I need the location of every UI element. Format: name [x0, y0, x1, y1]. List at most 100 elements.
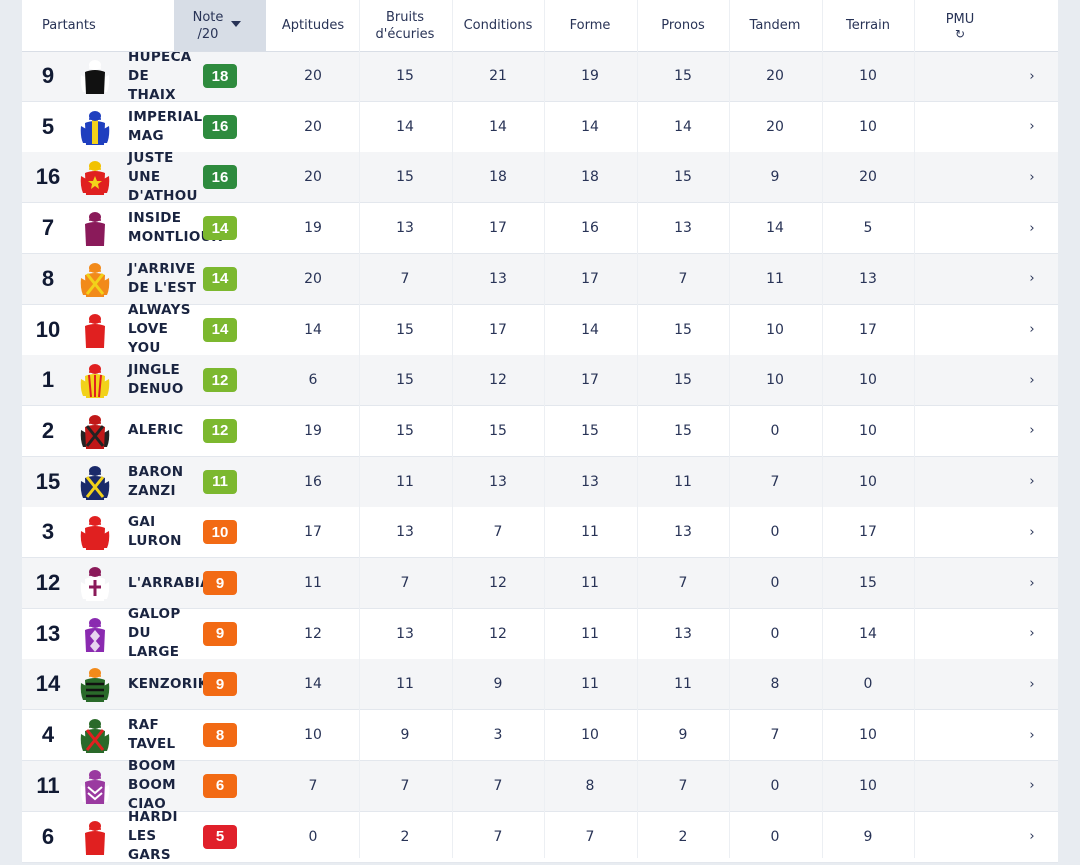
horse-name[interactable]: JUSTE UNE D'ATHOU: [128, 149, 198, 204]
score-forme: 10: [581, 727, 599, 744]
chevron-right-icon[interactable]: ›: [1029, 119, 1035, 135]
note-badge: 8: [203, 723, 237, 748]
table-row[interactable]: 3 GAI LURON 10 17 13 7 11 13 0 17 ›: [22, 507, 1058, 559]
score-pronos: 13: [674, 220, 692, 237]
horse-name[interactable]: L'ARRABIA: [128, 574, 211, 591]
header-bruits: Bruits d'écuries: [375, 9, 435, 42]
score-forme: 14: [581, 118, 599, 135]
score-conditions: 17: [489, 321, 507, 338]
chevron-right-icon[interactable]: ›: [1029, 676, 1035, 692]
score-aptitudes: 10: [304, 727, 322, 744]
horse-name[interactable]: IMPERIAL MAG: [128, 108, 203, 144]
horse-name[interactable]: ALERIC: [128, 422, 184, 439]
score-pronos: 15: [674, 169, 692, 186]
chevron-right-icon[interactable]: ›: [1029, 372, 1035, 388]
score-pronos: 11: [674, 676, 692, 693]
header-pmu[interactable]: PMU ↻: [945, 12, 975, 41]
chevron-right-icon[interactable]: ›: [1029, 829, 1035, 844]
horse-name[interactable]: INSIDE MONTLIOUX: [128, 210, 223, 246]
score-terrain: 9: [863, 828, 873, 845]
score-forme: 7: [585, 828, 595, 845]
table-row[interactable]: 15 BARON ZANZI 11 16 11 13 13 11 7 10 ›: [22, 456, 1058, 508]
table-row[interactable]: 11 BOOM BOOM CIAO 6 7 7 7 8 7 0 10 ›: [22, 758, 1058, 813]
chevron-right-icon[interactable]: ›: [1029, 474, 1035, 490]
horse-name[interactable]: HUPECA DE THAIX: [128, 48, 192, 103]
score-pronos: 11: [674, 473, 692, 490]
table-row[interactable]: 8 J'ARRIVE DE L'EST 14 20 7 13 17 7 11 13 ›: [22, 253, 1058, 305]
horse-name[interactable]: J'ARRIVE DE L'EST: [128, 260, 197, 296]
runner-number: 6: [41, 823, 55, 849]
score-conditions: 7: [493, 524, 503, 541]
score-forme: 15: [581, 422, 599, 439]
table-row[interactable]: 1 JINGLE DENUO 12 6 15 12 17 15 10 10 ›: [22, 355, 1058, 407]
chevron-right-icon[interactable]: ›: [1029, 169, 1035, 185]
table-row[interactable]: 13 GALOP DU LARGE 9 12 13 12 11 13 0 14 ›: [22, 606, 1058, 661]
chevron-right-icon[interactable]: ›: [1029, 68, 1035, 84]
note-badge: 9: [203, 672, 237, 697]
score-terrain: 10: [859, 68, 877, 84]
chevron-right-icon[interactable]: ›: [1029, 778, 1035, 794]
chevron-right-icon[interactable]: ›: [1029, 271, 1035, 287]
chevron-right-icon[interactable]: ›: [1029, 322, 1035, 337]
score-bruits: 9: [400, 727, 410, 744]
score-forme: 13: [581, 473, 599, 490]
score-aptitudes: 11: [304, 575, 322, 591]
table-row[interactable]: 9 HUPECA DE THAIX 18 20 15 21 19 15 20 10 ›: [22, 48, 1058, 103]
sort-desc-icon[interactable]: [231, 21, 241, 27]
jockey-silk-icon: [80, 617, 110, 652]
column-divider: [544, 0, 545, 858]
note-badge: 12: [203, 368, 237, 393]
chevron-right-icon[interactable]: ›: [1029, 626, 1035, 642]
jockey-silk-icon: [80, 820, 110, 855]
score-terrain: 10: [859, 372, 877, 389]
header-tandem: Tandem: [749, 18, 801, 33]
chevron-right-icon[interactable]: ›: [1029, 575, 1035, 591]
chevron-right-icon[interactable]: ›: [1029, 220, 1035, 236]
score-tandem: 14: [766, 220, 784, 237]
horse-name[interactable]: GALOP DU LARGE: [128, 606, 181, 661]
runner-number: 8: [41, 265, 55, 291]
runner-number: 12: [35, 570, 61, 595]
score-forme: 19: [581, 68, 599, 84]
score-pronos: 7: [678, 575, 688, 591]
score-aptitudes: 0: [308, 828, 318, 845]
table-row[interactable]: 6 HARDI LES GARS 5 0 2 7 7 2 0 9 ›: [22, 809, 1058, 863]
column-divider: [359, 0, 360, 858]
score-terrain: 17: [859, 321, 877, 338]
horse-name[interactable]: BARON ZANZI: [128, 463, 184, 499]
refresh-icon[interactable]: ↻: [954, 27, 966, 41]
column-divider: [452, 0, 453, 858]
score-conditions: 12: [489, 575, 507, 591]
horse-name[interactable]: GAI LURON: [128, 514, 182, 550]
jockey-silk-icon: [80, 212, 110, 247]
horse-name[interactable]: BOOM BOOM CIAO: [128, 758, 176, 813]
horse-name[interactable]: KENZORIK: [128, 675, 209, 692]
horse-name[interactable]: ALWAYS LOVE YOU: [128, 302, 191, 356]
jockey-silk-icon: [80, 161, 110, 196]
score-conditions: 7: [493, 777, 503, 794]
score-tandem: 7: [770, 473, 780, 490]
header-note-sort[interactable]: Note/20: [192, 9, 224, 42]
table-row[interactable]: 2 ALERIC 12 19 15 15 15 15 0 10 ›: [22, 405, 1058, 457]
score-terrain: 0: [863, 676, 873, 693]
chevron-right-icon[interactable]: ›: [1029, 727, 1035, 743]
score-pronos: 7: [678, 777, 688, 794]
horse-name[interactable]: JINGLE DENUO: [128, 362, 184, 398]
chevron-right-icon[interactable]: ›: [1029, 423, 1035, 439]
score-terrain: 10: [859, 727, 877, 744]
table-row[interactable]: 5 IMPERIAL MAG 16 20 14 14 14 14 20 10 ›: [22, 101, 1058, 153]
score-bruits: 15: [396, 321, 414, 338]
table-row[interactable]: 10 ALWAYS LOVE YOU 14 14 15 17 14 15 10 17 ›: [22, 302, 1058, 356]
table-row[interactable]: 14 KENZORIK 9 14 11 9 11 11 8 0 ›: [22, 659, 1058, 711]
table-row[interactable]: 16 JUSTE UNE D'ATHOU 16 20 15 18 18 15 9 20 ›: [22, 149, 1058, 204]
score-forme: 16: [581, 220, 599, 237]
score-tandem: 0: [770, 524, 780, 541]
chevron-right-icon[interactable]: ›: [1029, 524, 1035, 540]
runner-number: 5: [41, 113, 55, 139]
table-row[interactable]: 12 L'ARRABIA 9 11 7 12 11 7 0 15 ›: [22, 558, 1058, 609]
horse-name[interactable]: RAF TAVEL: [128, 717, 176, 753]
score-bruits: 13: [396, 220, 414, 237]
note-badge: 16: [203, 114, 237, 139]
table-row[interactable]: 4 RAF TAVEL 8 10 9 3 10 9 7 10 ›: [22, 710, 1058, 762]
table-row[interactable]: 7 INSIDE MONTLIOUX 14 19 13 17 16 13 14 5 ›: [22, 203, 1058, 255]
